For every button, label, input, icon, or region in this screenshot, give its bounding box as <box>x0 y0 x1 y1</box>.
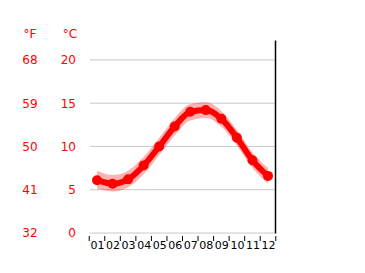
separator <box>166 236 167 241</box>
tick-label: 12 <box>262 239 276 252</box>
axis-line <box>275 41 277 234</box>
tick: 0 <box>68 226 76 240</box>
tick-label: 01 <box>91 239 105 252</box>
tick-label: 10 <box>230 239 244 252</box>
separator <box>244 236 245 241</box>
tick-label: 0 <box>68 226 76 240</box>
point <box>154 141 164 151</box>
grid-line <box>90 59 275 60</box>
tick: 41 <box>22 183 37 197</box>
tick-label: 68 <box>22 53 37 67</box>
tick: 68 <box>22 53 37 67</box>
tick: 07 <box>184 239 198 252</box>
tick: 02 <box>106 239 120 252</box>
point <box>123 174 133 184</box>
separator <box>151 236 152 241</box>
tick-label: 03 <box>122 239 136 252</box>
separator <box>104 236 105 241</box>
marks <box>92 102 273 191</box>
tick-label: 07 <box>184 239 198 252</box>
tick: 10 <box>230 239 244 252</box>
tick-label: 06 <box>168 239 182 252</box>
tick: 06 <box>168 239 182 252</box>
tick: 04 <box>137 239 151 252</box>
tick-label: 02 <box>106 239 120 252</box>
tick-label: 20 <box>61 53 76 67</box>
separator <box>182 236 183 241</box>
separator <box>275 236 276 241</box>
x-separators <box>89 236 276 241</box>
tick-label: 32 <box>22 226 37 240</box>
y2-axis: 32 41 50 59 68 <box>22 53 37 240</box>
separator <box>213 236 214 241</box>
tick-label: 15 <box>61 97 76 111</box>
tick: 12 <box>262 239 276 252</box>
tick-label: 41 <box>22 183 37 197</box>
y-axis: 0 5 10 15 20 <box>61 53 76 240</box>
tick-label: 09 <box>215 239 229 252</box>
tick: 05 <box>153 239 167 252</box>
axis-title: °F <box>24 27 37 41</box>
point <box>92 175 102 185</box>
tick-label: 50 <box>22 140 37 154</box>
chart: 051015203241505968°F°C010203040506070809… <box>0 0 365 273</box>
point <box>170 122 180 132</box>
tick-label: 05 <box>153 239 167 252</box>
tick: 50 <box>22 140 37 154</box>
tick-label: 04 <box>137 239 151 252</box>
tick: 03 <box>122 239 136 252</box>
tick: 5 <box>68 183 76 197</box>
range-band <box>97 102 268 191</box>
point <box>216 114 226 124</box>
separator <box>229 236 230 241</box>
axis-title: °C <box>63 27 77 41</box>
tick: 08 <box>199 239 213 252</box>
tick: 20 <box>61 53 76 67</box>
point <box>247 155 257 165</box>
separator <box>135 236 136 241</box>
point <box>201 105 211 115</box>
separator <box>89 236 90 241</box>
line <box>97 110 268 184</box>
tick: 15 <box>61 97 76 111</box>
point <box>139 160 149 170</box>
point <box>185 107 195 117</box>
tick-label: 08 <box>199 239 213 252</box>
grid-line <box>90 103 275 104</box>
tick-label: 10 <box>61 140 76 154</box>
point <box>263 171 273 181</box>
tick-label: 59 <box>22 97 37 111</box>
tick: 09 <box>215 239 229 252</box>
tick: 59 <box>22 97 37 111</box>
tick: 11 <box>246 239 260 252</box>
point <box>108 179 118 189</box>
tick: 32 <box>22 226 37 240</box>
tick: 10 <box>61 140 76 154</box>
separator <box>260 236 261 241</box>
separator <box>120 236 121 241</box>
point <box>232 133 242 143</box>
tick-label: 11 <box>246 239 260 252</box>
y-axis-line <box>275 41 277 234</box>
separator <box>198 236 199 241</box>
tick: 01 <box>91 239 105 252</box>
grid-line <box>90 233 275 234</box>
grid <box>90 60 275 233</box>
tick-label: 5 <box>68 183 76 197</box>
